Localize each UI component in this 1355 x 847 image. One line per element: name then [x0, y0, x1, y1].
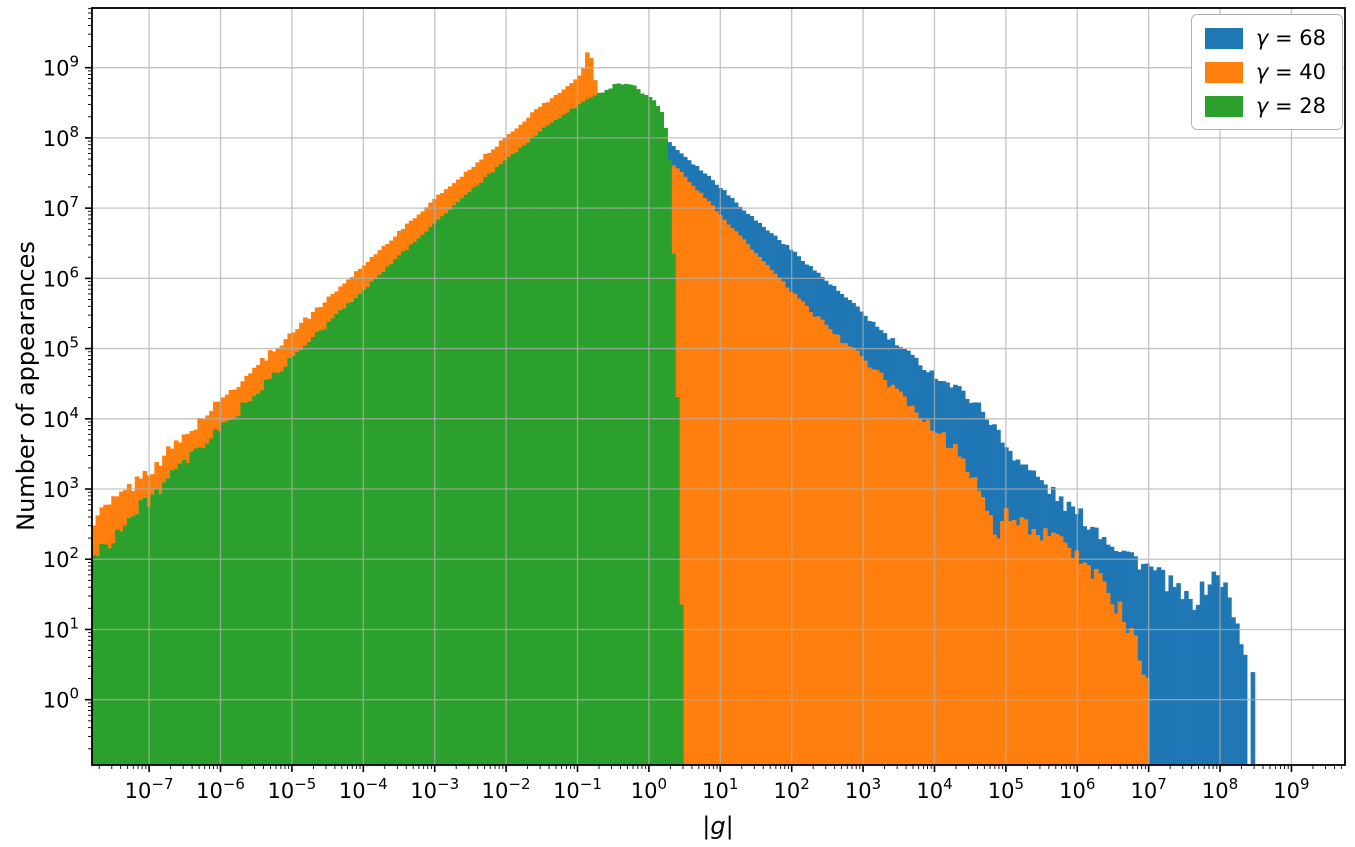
x-tick-label: 10−3	[410, 775, 459, 803]
x-tick-label: 104	[916, 775, 952, 803]
x-tick-label: 10−4	[339, 775, 388, 803]
x-tick-label: 100	[631, 775, 667, 803]
x-tick-label: 101	[702, 775, 738, 803]
x-tick-label: 108	[1202, 775, 1238, 803]
y-tick-label: 100	[43, 685, 79, 713]
x-tick-label: 10−1	[553, 775, 602, 803]
y-tick-label: 105	[43, 334, 79, 362]
x-tick-label: 105	[988, 775, 1024, 803]
legend-item-1: γ = 40	[1204, 60, 1326, 84]
x-tick-label: 10−6	[196, 775, 245, 803]
histogram-series-gamma-28	[92, 83, 684, 765]
x-axis-label: |g|	[702, 812, 734, 840]
legend-swatch-0	[1204, 27, 1243, 49]
grid	[92, 8, 1345, 765]
y-tick-label: 104	[43, 404, 79, 432]
y-tick-label: 109	[43, 53, 79, 81]
histogram-layers	[92, 52, 1256, 765]
legend-swatch-2	[1204, 95, 1243, 117]
x-tick-label: 103	[845, 775, 881, 803]
x-tick-label: 107	[1131, 775, 1167, 803]
x-tick-label: 102	[774, 775, 810, 803]
x-tick-label: 10−5	[267, 775, 316, 803]
y-tick-label: 108	[43, 123, 79, 151]
x-tick-label: 109	[1273, 775, 1309, 803]
legend-item-0: γ = 68	[1204, 26, 1326, 50]
legend-label-1: γ = 40	[1255, 60, 1326, 84]
y-tick-label: 106	[43, 263, 79, 291]
y-tick-label: 103	[43, 474, 79, 502]
legend-item-2: γ = 28	[1204, 94, 1326, 118]
x-tick-label: 10−2	[482, 775, 531, 803]
x-tick-label: 106	[1059, 775, 1095, 803]
legend: γ = 68 γ = 40 γ = 28	[1190, 14, 1343, 130]
tick-marks	[85, 7, 1342, 772]
x-tick-label: 10−7	[125, 775, 174, 803]
legend-swatch-1	[1204, 61, 1243, 83]
legend-label-0: γ = 68	[1255, 26, 1326, 50]
y-axis-label: Number of appearances	[12, 241, 40, 531]
y-tick-label: 102	[43, 544, 79, 572]
plot-border	[91, 7, 1346, 766]
y-tick-label: 101	[43, 614, 79, 642]
y-tick-label: 107	[43, 193, 79, 221]
legend-label-2: γ = 28	[1255, 94, 1326, 118]
